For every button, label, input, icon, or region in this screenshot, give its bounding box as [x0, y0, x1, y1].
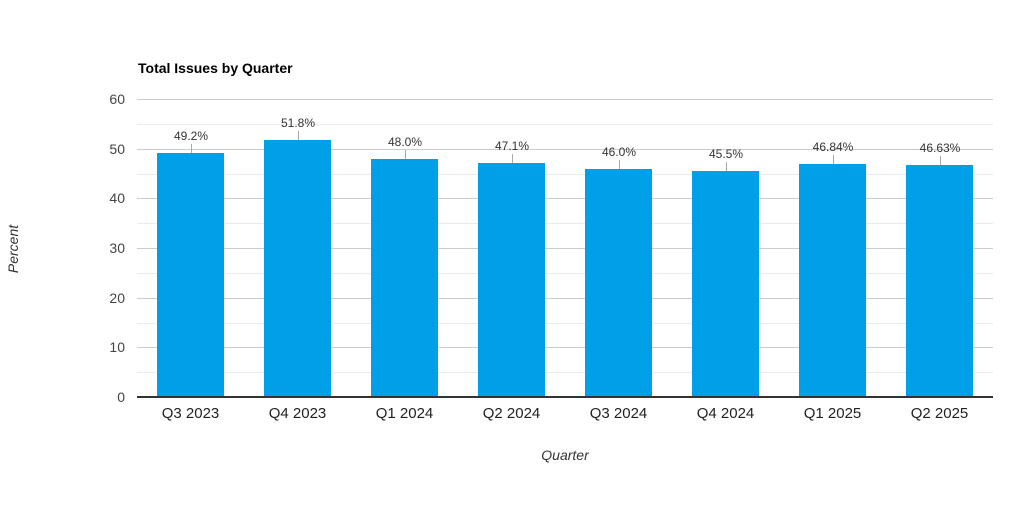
annotation-stem	[619, 160, 620, 169]
bar-value-label: 47.1%	[494, 139, 530, 153]
gridline-minor	[137, 223, 993, 224]
x-category-label: Q4 2023	[268, 405, 327, 422]
x-category-label: Q3 2024	[589, 405, 648, 422]
plot-area: 0 10 20 30 40 50 60 49.2% Q3 2023 51.8% Q4 2023 48.…	[109, 91, 993, 422]
bar-value-label: 46.63%	[919, 141, 961, 155]
gridline-minor	[137, 174, 993, 175]
x-axis-title: Quarter	[541, 447, 589, 463]
x-category-label: Q1 2025	[803, 405, 862, 422]
bar	[478, 163, 545, 397]
annotation-stem	[191, 144, 192, 153]
bar	[585, 169, 652, 397]
annotation-stem	[726, 162, 727, 171]
annotation-stem	[833, 155, 834, 164]
gridline-major	[137, 198, 993, 199]
bar-value-label: 46.0%	[601, 145, 637, 159]
y-tick-label: 10	[109, 339, 125, 355]
x-category-label: Q3 2023	[161, 405, 220, 422]
bar	[157, 153, 224, 397]
y-tick-label: 60	[109, 91, 125, 107]
gridline-major	[137, 149, 993, 150]
chart-title: Total Issues by Quarter	[138, 60, 293, 76]
x-category-label: Q4 2024	[696, 405, 755, 422]
bar	[906, 165, 973, 397]
y-tick-label: 30	[109, 240, 125, 256]
bar	[692, 171, 759, 397]
y-axis-title: Percent	[5, 224, 21, 274]
bar	[799, 164, 866, 397]
x-axis-line	[137, 396, 993, 398]
x-category-label: Q1 2024	[375, 405, 434, 422]
y-tick-label: 20	[109, 290, 125, 306]
bar-value-label: 48.0%	[387, 135, 423, 149]
gridline-major	[137, 99, 993, 100]
annotation-stem	[298, 131, 299, 140]
gridline-major	[137, 298, 993, 299]
y-tick-label: 50	[109, 141, 125, 157]
gridline-minor	[137, 323, 993, 324]
y-tick-label: 0	[117, 389, 125, 405]
gridline-major	[137, 347, 993, 348]
x-category-label: Q2 2025	[910, 405, 969, 422]
bar-value-label: 45.5%	[708, 147, 744, 161]
bar-value-label: 49.2%	[173, 129, 209, 143]
bar	[264, 140, 331, 397]
bar	[371, 159, 438, 397]
gridline-minor	[137, 273, 993, 274]
annotation-stem	[405, 150, 406, 159]
bar-value-label: 46.84%	[812, 140, 854, 154]
annotation-stem	[940, 156, 941, 165]
gridline-minor	[137, 372, 993, 373]
gridline-minor	[137, 124, 993, 125]
x-category-label: Q2 2024	[482, 405, 541, 422]
y-tick-label: 40	[109, 190, 125, 206]
gridline-major	[137, 248, 993, 249]
annotation-stem	[512, 154, 513, 163]
bar-value-label: 51.8%	[280, 116, 316, 130]
